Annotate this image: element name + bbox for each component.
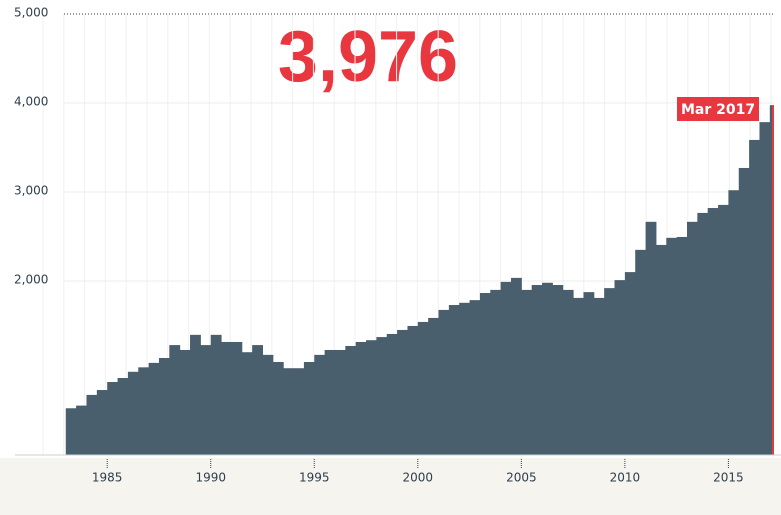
area-step [76, 405, 87, 455]
x-tick-label: 2010 [610, 471, 641, 485]
area-step [334, 349, 346, 455]
area-step [407, 325, 419, 455]
area-step [210, 334, 222, 455]
area-step [749, 139, 760, 455]
headline-value: 3,976 [278, 17, 458, 97]
y-tick-label: 5,000 [14, 6, 48, 20]
area-step [583, 292, 595, 455]
area-step [666, 237, 678, 455]
area-step [604, 288, 616, 455]
area-step [324, 349, 336, 455]
area-step [148, 362, 160, 455]
area-step [645, 221, 657, 455]
area-step [521, 289, 533, 455]
area-step [738, 167, 750, 455]
area-step [428, 317, 440, 455]
latest-label: Mar 2017 [681, 102, 755, 118]
area-step [635, 249, 647, 455]
area-step [138, 367, 150, 455]
area-step [303, 361, 315, 455]
area-step [366, 340, 377, 455]
area-step [169, 345, 181, 455]
area-step [573, 297, 584, 455]
area-step [241, 352, 253, 455]
area-step [510, 277, 522, 455]
x-tick-label: 2000 [403, 471, 434, 485]
area-step [562, 289, 574, 455]
area-step [531, 285, 543, 455]
area-step [769, 105, 774, 455]
area-step [262, 354, 274, 455]
x-tick-label: 1995 [299, 471, 330, 485]
x-tick-label: 2005 [506, 471, 537, 485]
area-step [707, 208, 719, 455]
area-step [417, 321, 429, 455]
area-step [676, 236, 688, 455]
x-tick-label: 2015 [713, 471, 744, 485]
area-step [158, 357, 170, 455]
area-step [179, 349, 191, 455]
area-step [397, 329, 408, 455]
area-step [376, 337, 388, 455]
area-step [117, 378, 129, 455]
area-step [624, 272, 636, 455]
area-step [655, 244, 667, 455]
area-step [127, 371, 139, 455]
y-tick-label: 2,000 [14, 273, 48, 287]
area-step [252, 345, 263, 455]
area-step [593, 297, 605, 455]
area-step [107, 382, 119, 455]
area-step [86, 394, 98, 455]
area-step [759, 122, 771, 455]
area-step [221, 341, 232, 455]
area-step [718, 204, 729, 455]
area-step [459, 302, 471, 455]
area-step [314, 354, 326, 455]
area-step [345, 345, 357, 455]
area-step [686, 221, 698, 455]
area-step [65, 408, 77, 455]
area-step [500, 281, 512, 455]
y-tick-label: 4,000 [14, 95, 48, 109]
area-step [355, 341, 367, 455]
area-step [272, 361, 284, 455]
y-tick-label: 3,000 [14, 184, 48, 198]
area-step [469, 300, 481, 455]
area-step [438, 309, 450, 455]
area-step [283, 368, 295, 455]
area-step [190, 334, 201, 455]
area-step [448, 305, 460, 455]
area-step [200, 345, 212, 455]
area-step [96, 390, 108, 455]
area-step [728, 190, 740, 455]
area-step [386, 333, 398, 455]
area-step [614, 280, 626, 455]
area-step [231, 341, 243, 455]
area-step [479, 293, 491, 455]
area-step [697, 212, 709, 455]
area-step [293, 368, 305, 455]
area-step [542, 282, 553, 455]
x-tick-label: 1985 [92, 471, 123, 485]
x-tick-label: 1990 [195, 471, 226, 485]
area-step [552, 285, 564, 455]
latest-badge [677, 97, 759, 121]
area-step [490, 289, 502, 455]
